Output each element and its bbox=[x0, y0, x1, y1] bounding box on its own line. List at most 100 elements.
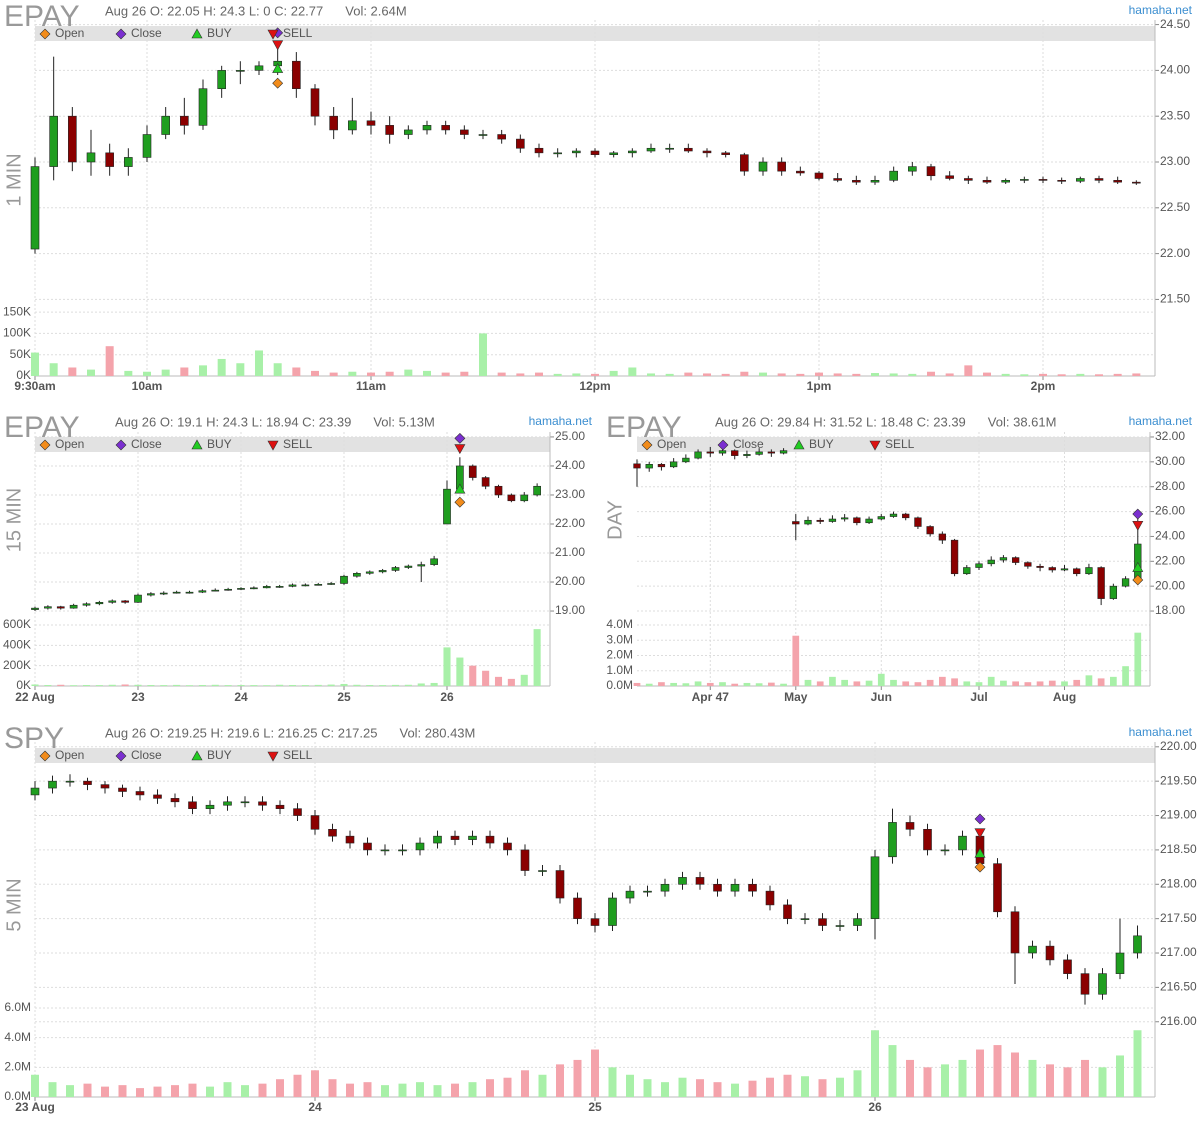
x-tick-label: 23 Aug bbox=[15, 1100, 55, 1114]
volume-tick-label: 0.0M bbox=[4, 1089, 31, 1103]
volume-bar bbox=[927, 371, 935, 376]
candle-body bbox=[211, 589, 220, 592]
volume-bar bbox=[31, 684, 39, 686]
y-tick-label: 218.00 bbox=[1160, 876, 1197, 890]
volume-bar bbox=[217, 358, 226, 376]
candle-body bbox=[777, 161, 786, 172]
legend-icon bbox=[115, 750, 127, 762]
legend-label: SELL bbox=[283, 26, 313, 40]
volume-bar bbox=[367, 372, 375, 376]
volume-bar bbox=[124, 370, 133, 376]
volume-bar bbox=[353, 684, 361, 686]
volume-bar bbox=[134, 684, 142, 686]
candle-body bbox=[503, 842, 512, 851]
volume-bar bbox=[276, 1079, 284, 1097]
candle-body bbox=[1063, 959, 1072, 974]
volume-bar bbox=[975, 682, 983, 686]
period-label: 1 MIN bbox=[3, 153, 25, 206]
source-link: hamaha.net bbox=[1129, 725, 1193, 739]
volume-bar bbox=[706, 682, 714, 686]
legend-icon bbox=[191, 750, 203, 761]
period-label: DAY bbox=[604, 500, 626, 540]
candle-body bbox=[721, 152, 730, 155]
volume-bar bbox=[224, 685, 232, 686]
volume-bar bbox=[95, 685, 103, 686]
candle-body bbox=[963, 567, 971, 575]
candle-body bbox=[153, 794, 162, 799]
volume-bar bbox=[853, 1070, 862, 1097]
legend-label: SELL bbox=[885, 437, 915, 451]
volume-bar bbox=[926, 679, 934, 686]
candle-body bbox=[1133, 935, 1142, 954]
candle-body bbox=[433, 835, 442, 844]
legend-label: Close bbox=[131, 437, 162, 451]
signal-marker bbox=[974, 813, 986, 825]
y-tick-label: 30.00 bbox=[1155, 454, 1185, 468]
candle-body bbox=[441, 125, 450, 131]
candle-body bbox=[908, 166, 917, 172]
legend-icon bbox=[115, 439, 127, 451]
volume-bar bbox=[258, 1083, 267, 1097]
candle-body bbox=[1121, 578, 1130, 587]
legend-icon bbox=[267, 440, 279, 451]
candle-body bbox=[327, 583, 335, 585]
volume-bar bbox=[451, 1083, 459, 1097]
source-link: hamaha.net bbox=[529, 414, 593, 428]
volume-bar bbox=[70, 685, 78, 686]
x-tick-label: 11am bbox=[356, 379, 386, 393]
x-tick-label: 25 bbox=[337, 690, 351, 704]
candle-body bbox=[695, 877, 705, 885]
signal-marker bbox=[272, 40, 284, 51]
volume-bar bbox=[101, 1086, 109, 1097]
candle-body bbox=[365, 571, 374, 574]
candle-body bbox=[161, 115, 170, 135]
period-label: 5 MIN bbox=[3, 878, 25, 931]
x-tick-label: 26 bbox=[868, 1100, 882, 1114]
legend-icon bbox=[39, 439, 51, 451]
y-tick-label: 218.50 bbox=[1160, 842, 1197, 856]
volume-bar bbox=[556, 1064, 564, 1097]
candle-body bbox=[1060, 568, 1069, 571]
candle-body bbox=[628, 150, 637, 154]
candle-body bbox=[694, 451, 702, 459]
volume-bar bbox=[469, 665, 477, 686]
volume-bar bbox=[385, 371, 394, 376]
legend-label: Open bbox=[657, 437, 686, 451]
volume-bar bbox=[153, 1086, 162, 1097]
candle-body bbox=[485, 835, 495, 844]
candle-body bbox=[958, 835, 967, 851]
legend-label: Close bbox=[131, 26, 162, 40]
volume-bar bbox=[57, 684, 65, 686]
candle-body bbox=[250, 587, 258, 590]
volume-bar bbox=[1061, 681, 1068, 686]
candle-body bbox=[240, 801, 250, 804]
volume-tick-label: 400K bbox=[3, 638, 31, 652]
y-tick-label: 217.00 bbox=[1160, 945, 1197, 959]
legend-icon bbox=[267, 751, 279, 762]
y-tick-label: 21.50 bbox=[1160, 292, 1190, 306]
volume-bar bbox=[801, 1076, 809, 1097]
volume-bar bbox=[890, 679, 897, 686]
volume-bar bbox=[816, 681, 824, 686]
candle-body bbox=[926, 526, 934, 535]
candle-body bbox=[44, 606, 52, 609]
candle-body bbox=[660, 883, 670, 892]
volume-bar bbox=[609, 370, 618, 376]
candle-body bbox=[999, 557, 1008, 561]
x-tick-label: 22 Aug bbox=[15, 690, 55, 704]
volume-summary: Vol: 5.13M bbox=[373, 414, 434, 429]
y-tick-label: 22.00 bbox=[555, 516, 585, 530]
candle-body bbox=[86, 152, 96, 163]
candle-body bbox=[404, 129, 413, 135]
candle-body bbox=[682, 457, 690, 463]
candle-body bbox=[765, 890, 775, 906]
volume-bar bbox=[833, 373, 842, 376]
legend-label: Open bbox=[55, 26, 84, 40]
candle-body bbox=[124, 157, 133, 167]
volume-bar bbox=[398, 1083, 407, 1097]
candle-body bbox=[198, 590, 207, 593]
volume-bar bbox=[1001, 373, 1010, 376]
candle-body bbox=[100, 784, 110, 789]
candle-body bbox=[573, 897, 582, 919]
volume-bar bbox=[416, 1082, 424, 1097]
